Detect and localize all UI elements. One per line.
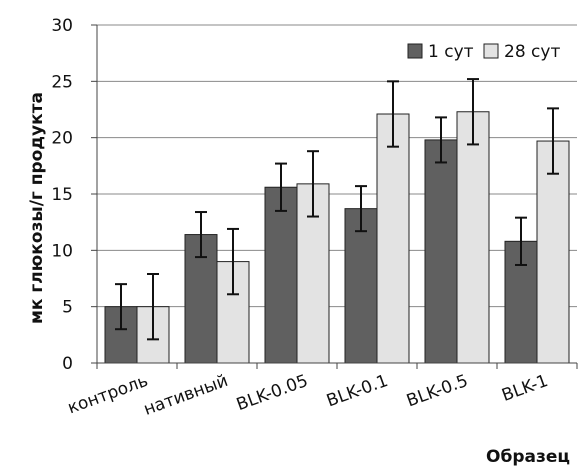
x-category-label: BLK-1: [499, 371, 550, 406]
y-tick-label: 0: [62, 354, 73, 374]
bar-28-sut: [456, 111, 490, 364]
legend: 1 сут 28 сут: [407, 42, 560, 62]
error-bar: [275, 162, 287, 212]
error-bar: [227, 227, 239, 296]
y-tick-label: 20: [51, 129, 73, 149]
legend-swatch-1-sut: [407, 43, 423, 59]
x-category-label: контроль: [65, 371, 151, 418]
x-category-label: нативный: [141, 371, 231, 420]
legend-swatch-28-sut: [483, 43, 499, 59]
error-bar: [115, 283, 127, 331]
y-tick-labels: 0 5 10 15 20 25 30: [51, 16, 73, 374]
bar-28-sut: [536, 140, 570, 364]
error-bar: [467, 78, 479, 146]
y-tick-label: 15: [51, 185, 73, 205]
x-category-label: BLK-0.5: [404, 371, 471, 412]
error-bar: [387, 80, 399, 148]
bar-1-sut: [424, 139, 458, 364]
x-axis-title: Образец: [486, 447, 570, 467]
y-tick-label: 10: [51, 241, 73, 261]
legend-label-28-sut: 28 сут: [504, 42, 560, 62]
y-tick-label: 25: [51, 72, 73, 92]
legend-label-1-sut: 1 сут: [428, 42, 474, 62]
x-category-label: BLK-0.1: [324, 371, 391, 412]
x-category-label: BLK-0.05: [234, 371, 311, 415]
error-bar: [307, 150, 319, 218]
y-axis-title: мк глюкозы/г продукта: [27, 92, 47, 324]
error-bar: [435, 116, 447, 164]
bar-28-sut: [376, 113, 410, 364]
bars: [104, 111, 570, 364]
error-bar: [515, 216, 527, 266]
axes: [91, 24, 578, 369]
error-bar: [355, 185, 367, 233]
y-tick-label: 5: [62, 298, 73, 318]
gridlines: [97, 24, 577, 308]
error-bar: [547, 107, 559, 175]
error-bars: [115, 78, 559, 341]
error-bar: [147, 272, 159, 341]
bar-1-sut: [264, 186, 298, 364]
y-tick-label: 30: [51, 16, 73, 36]
error-bar: [195, 211, 207, 259]
